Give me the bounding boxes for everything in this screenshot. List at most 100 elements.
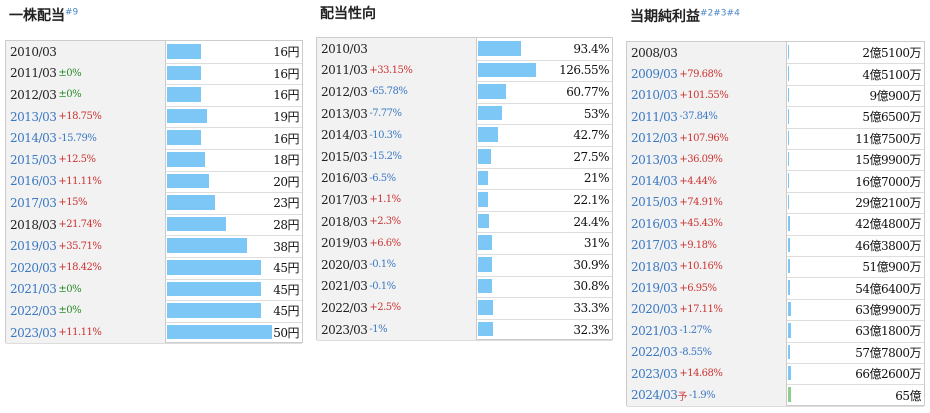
table-row: 2016/03 +45.43% 42億4800万 bbox=[627, 213, 924, 236]
bar bbox=[167, 173, 209, 189]
year-cell: 2015/03 +12.5% bbox=[6, 149, 166, 171]
year: 2011/03 bbox=[321, 63, 368, 78]
year-cell: 2020/03 -0.1% bbox=[317, 254, 477, 276]
value: 30.9% bbox=[573, 257, 609, 272]
bar bbox=[478, 213, 490, 229]
note-link[interactable]: #2#3#4 bbox=[700, 8, 740, 19]
table-row: 2008/03 2億5100万 bbox=[627, 42, 924, 65]
year-cell: 2019/03 +35.71% bbox=[6, 235, 166, 257]
year-cell: 2021/03 -1.27% bbox=[627, 320, 787, 342]
table-row: 2019/03 +6.6% 31% bbox=[317, 232, 612, 255]
year[interactable]: 2009/03 bbox=[631, 67, 678, 82]
year-cell: 2012/03 +107.96% bbox=[627, 127, 787, 149]
year-cell: 2013/03 +36.09% bbox=[627, 149, 787, 171]
change: +10.16% bbox=[679, 261, 723, 273]
change: -7.77% bbox=[369, 108, 402, 120]
value: 126.55% bbox=[559, 63, 609, 78]
year: 2012/03 bbox=[10, 87, 57, 102]
year-cell: 2021/03 ±0% bbox=[6, 278, 166, 301]
year-cell: 2021/03 -0.1% bbox=[317, 275, 477, 298]
year-cell: 2016/03 -6.5% bbox=[317, 167, 477, 190]
year: 2021/03 bbox=[321, 279, 368, 294]
year[interactable]: 2020/03 bbox=[631, 302, 678, 317]
year[interactable]: 2017/03 bbox=[631, 238, 678, 253]
bar bbox=[167, 324, 272, 340]
year[interactable]: 2015/03 bbox=[631, 195, 678, 210]
year: 2018/03 bbox=[10, 217, 57, 232]
year[interactable]: 2014/03 bbox=[10, 131, 57, 146]
year[interactable]: 2016/03 bbox=[631, 216, 678, 231]
change: +11.11% bbox=[58, 175, 102, 187]
year-cell: 2023/03 +14.68% bbox=[627, 363, 787, 385]
title-text: 配当性向 bbox=[320, 6, 376, 22]
table-row: 2015/03 +12.5% 18円 bbox=[6, 149, 302, 172]
table-row: 2020/03 +18.42% 45円 bbox=[6, 257, 302, 280]
year-cell: 2013/03 +18.75% bbox=[6, 105, 166, 128]
year[interactable]: 2010/03 bbox=[631, 88, 678, 103]
value: 42.7% bbox=[573, 128, 609, 143]
table-row: 2021/03 -1.27% 63億1800万 bbox=[627, 320, 924, 343]
change: -1% bbox=[369, 324, 388, 336]
change: ±0% bbox=[58, 89, 82, 101]
change: +4.44% bbox=[679, 175, 717, 187]
year[interactable]: 2015/03 bbox=[10, 152, 57, 167]
year[interactable]: 2012/03 bbox=[631, 131, 678, 146]
year[interactable]: 2018/03 bbox=[631, 259, 678, 274]
year: 2011/03 bbox=[10, 66, 57, 81]
change: +45.43% bbox=[679, 218, 723, 230]
table-row: 2018/03 +2.3% 24.4% bbox=[317, 210, 612, 234]
year[interactable]: 2019/03 bbox=[631, 281, 678, 296]
year[interactable]: 2022/03 bbox=[631, 345, 678, 360]
year[interactable]: 2020/03 bbox=[10, 260, 57, 275]
value: 31% bbox=[583, 236, 610, 251]
year[interactable]: 2017/03 bbox=[10, 195, 57, 210]
year[interactable]: 2021/03 bbox=[631, 323, 678, 338]
value: 46億3800万 bbox=[855, 238, 921, 253]
bar bbox=[167, 216, 226, 232]
change: -1.9% bbox=[688, 389, 716, 401]
value: 2億5100万 bbox=[862, 46, 921, 61]
table-row: 2011/03 ±0% 16円 bbox=[6, 62, 302, 86]
year[interactable]: 2013/03 bbox=[10, 109, 57, 124]
change: +2.3% bbox=[369, 216, 401, 228]
year-cell: 2024/03 予 -1.9% bbox=[627, 384, 787, 406]
year[interactable]: 2023/03 bbox=[631, 366, 678, 381]
table-row: 2013/03 -7.77% 53% bbox=[317, 102, 612, 126]
table-row: 2022/03 +2.5% 33.3% bbox=[317, 297, 612, 320]
table-row: 2017/03 +1.1% 22.1% bbox=[317, 189, 612, 212]
year: 2008/03 bbox=[631, 45, 678, 60]
year: 2017/03 bbox=[321, 192, 368, 207]
table-row: 2010/03 93.4% bbox=[317, 38, 612, 61]
note-link[interactable]: #9 bbox=[65, 7, 79, 18]
year[interactable]: 2013/03 bbox=[631, 152, 678, 167]
value: 22.1% bbox=[573, 192, 609, 207]
year[interactable]: 2014/03 bbox=[631, 174, 678, 189]
year-cell: 2019/03 +6.95% bbox=[627, 277, 787, 299]
year[interactable]: 2024/03 bbox=[631, 388, 678, 403]
year-cell: 2018/03 +2.3% bbox=[317, 210, 477, 233]
year: 2010/03 bbox=[321, 41, 368, 56]
bar bbox=[167, 152, 205, 167]
table-row: 2020/03 +17.11% 63億9900万 bbox=[627, 298, 924, 322]
table-row: 2022/03 ±0% 45円 bbox=[6, 300, 302, 323]
year[interactable]: 2019/03 bbox=[10, 239, 57, 254]
year-cell: 2012/03 ±0% bbox=[6, 84, 166, 106]
year[interactable]: 2021/03 bbox=[10, 282, 57, 297]
value: 93.4% bbox=[573, 41, 609, 56]
year[interactable]: 2016/03 bbox=[10, 174, 57, 189]
year-cell: 2019/03 +6.6% bbox=[317, 232, 477, 254]
table-row: 2023/03 -1% 32.3% bbox=[317, 318, 612, 342]
year[interactable]: 2022/03 bbox=[10, 303, 57, 318]
year[interactable]: 2023/03 bbox=[10, 325, 57, 340]
year-cell: 2015/03 -15.2% bbox=[317, 146, 477, 168]
change: +21.74% bbox=[58, 219, 102, 231]
value: 50円 bbox=[273, 326, 299, 341]
year-cell: 2008/03 bbox=[627, 42, 787, 64]
table-row: 2014/03 +4.44% 16億7000万 bbox=[627, 170, 924, 193]
change: +17.11% bbox=[679, 303, 723, 315]
change: -6.5% bbox=[369, 172, 396, 184]
year-cell: 2014/03 -10.3% bbox=[317, 124, 477, 146]
year: 2015/03 bbox=[321, 149, 368, 164]
year[interactable]: 2011/03 bbox=[631, 109, 678, 124]
